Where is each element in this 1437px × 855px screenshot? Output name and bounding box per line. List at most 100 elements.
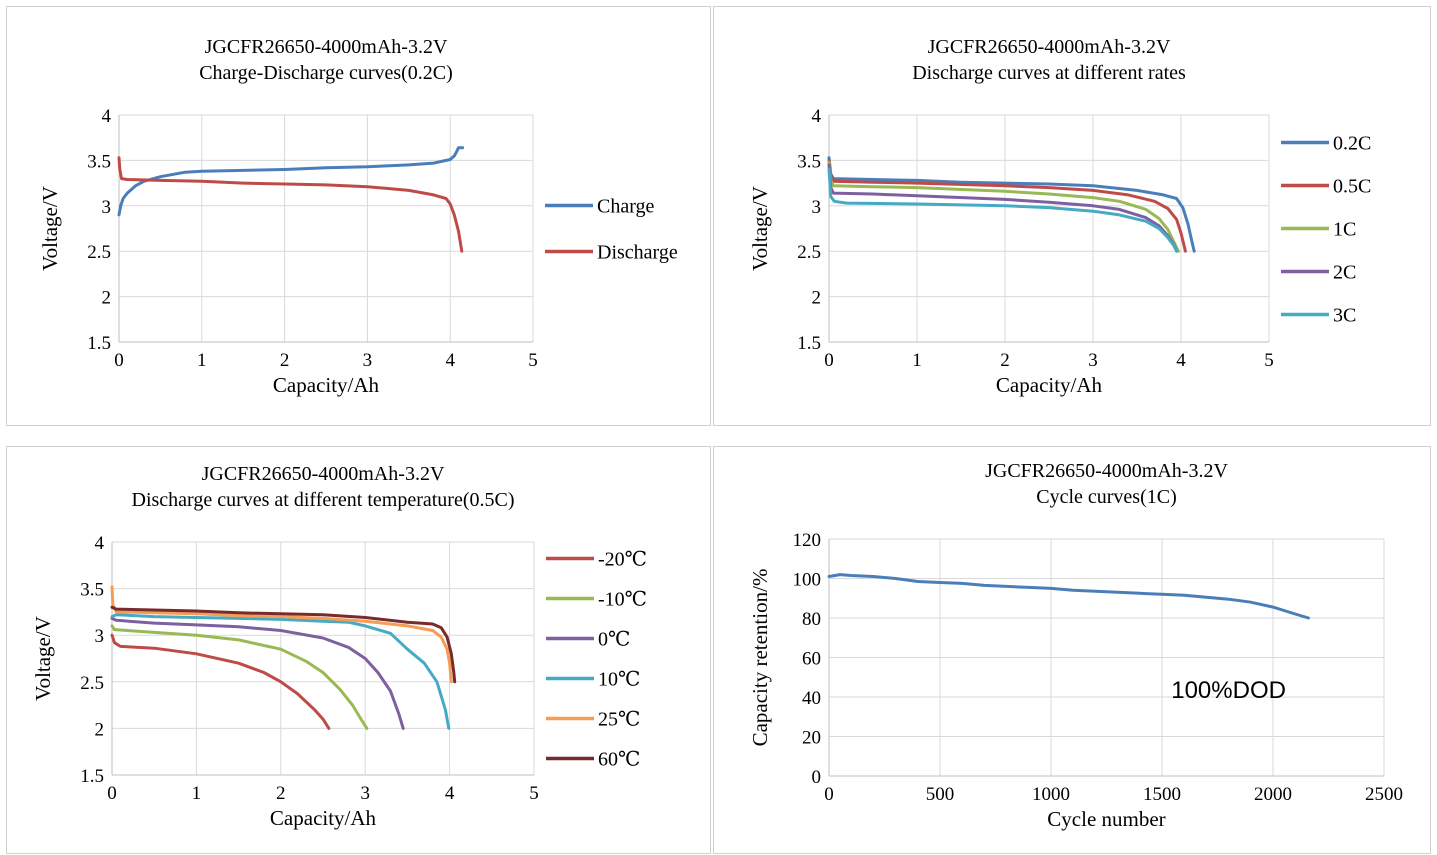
legend-label: Charge xyxy=(597,196,655,218)
gridlines xyxy=(828,538,1385,777)
series-line-4 xyxy=(110,585,453,684)
chart-panel-discharge-temperature: JGCFR26650-4000mAh-3.2V Discharge curves … xyxy=(6,446,711,854)
chart-panel-cycle: JGCFR26650-4000mAh-3.2V Cycle curves(1C) 0… xyxy=(713,446,1431,854)
series-line-0 xyxy=(827,573,1310,620)
y-tick-label: 3 xyxy=(95,626,105,647)
x-tick-label: 2 xyxy=(280,350,290,371)
y-tick-label: 2 xyxy=(812,288,822,309)
series-line-3 xyxy=(110,613,451,730)
x-tick-label: 3 xyxy=(1088,350,1098,371)
series-line-3 xyxy=(827,163,1179,253)
chart-svg-discharge-temperature: JGCFR26650-4000mAh-3.2V Discharge curves … xyxy=(31,463,647,830)
series-line-2 xyxy=(827,160,1180,253)
y-axis-label: Voltage/V xyxy=(38,186,62,271)
y-tick-label: 1.5 xyxy=(80,766,104,787)
series-line-2 xyxy=(110,616,405,730)
y-tick-label: 20 xyxy=(802,728,821,749)
y-tick-label: 120 xyxy=(793,530,822,551)
y-tick-label: 80 xyxy=(802,609,821,630)
x-tick-label: 2500 xyxy=(1365,784,1403,805)
legend-label: 0℃ xyxy=(598,629,630,651)
y-tick-label: 1.5 xyxy=(797,333,821,354)
chart-title: JGCFR26650-4000mAh-3.2V xyxy=(205,36,448,58)
x-tick-label: 4 xyxy=(445,783,455,804)
y-tick-label: 2 xyxy=(95,719,105,740)
legend-label: -10℃ xyxy=(598,589,647,611)
x-tick-label: 2 xyxy=(1000,350,1010,371)
y-tick-label: 3 xyxy=(812,197,822,218)
x-tick-label: 1 xyxy=(912,350,922,371)
chart-svg-discharge-rates: JGCFR26650-4000mAh-3.2V Discharge curves … xyxy=(748,36,1371,397)
x-tick-label: 1000 xyxy=(1032,784,1070,805)
series-line-0 xyxy=(117,146,465,217)
y-axis-label: Capacity retention/% xyxy=(748,569,772,747)
x-axis-label: Capacity/Ah xyxy=(273,373,380,397)
series-line-1 xyxy=(827,158,1187,253)
x-tick-label: 0 xyxy=(824,784,834,805)
y-tick-label: 4 xyxy=(102,106,112,127)
x-tick-label: 5 xyxy=(1264,350,1274,371)
y-tick-label: 3.5 xyxy=(87,151,111,172)
series-line-1 xyxy=(117,156,464,253)
legend-label: 1C xyxy=(1333,219,1356,241)
x-tick-label: 4 xyxy=(445,350,455,371)
series-line-4 xyxy=(827,168,1179,253)
legend-label: 60℃ xyxy=(598,749,640,771)
y-tick-label: 2 xyxy=(102,288,112,309)
chart-subtitle: Discharge curves at different rates xyxy=(912,62,1186,84)
x-tick-label: 1 xyxy=(197,350,207,371)
series-line-0 xyxy=(827,156,1196,253)
series-line-1 xyxy=(110,624,369,730)
y-tick-label: 60 xyxy=(802,649,821,670)
x-tick-label: 3 xyxy=(360,783,370,804)
y-axis-label: Voltage/V xyxy=(748,186,772,271)
legend-label: 0.2C xyxy=(1333,133,1371,155)
x-tick-label: 5 xyxy=(529,783,539,804)
chart-subtitle: Cycle curves(1C) xyxy=(1036,486,1177,508)
chart-title: JGCFR26650-4000mAh-3.2V xyxy=(985,460,1228,482)
series-line-5 xyxy=(110,605,457,684)
legend-label: Discharge xyxy=(597,242,678,264)
y-tick-label: 3.5 xyxy=(797,151,821,172)
y-tick-label: 100 xyxy=(793,570,822,591)
gridlines xyxy=(828,114,1270,343)
gridlines xyxy=(111,541,535,776)
x-tick-label: 3 xyxy=(363,350,373,371)
y-tick-label: 2.5 xyxy=(80,673,104,694)
series-line-0 xyxy=(110,633,331,730)
x-tick-label: 0 xyxy=(114,350,124,371)
x-tick-label: 4 xyxy=(1176,350,1186,371)
x-tick-label: 1500 xyxy=(1143,784,1181,805)
x-tick-label: 2000 xyxy=(1254,784,1292,805)
y-tick-label: 4 xyxy=(812,106,822,127)
chart-panel-discharge-rates: JGCFR26650-4000mAh-3.2V Discharge curves … xyxy=(713,6,1431,426)
chart-panel-charge-discharge: JGCFR26650-4000mAh-3.2V Charge-Discharge … xyxy=(6,6,711,426)
legend-label: 25℃ xyxy=(598,709,640,731)
y-tick-label: 0 xyxy=(812,767,822,788)
chart-subtitle: Discharge curves at different temperatur… xyxy=(132,489,515,511)
x-tick-label: 0 xyxy=(824,350,834,371)
x-axis-label: Cycle number xyxy=(1047,807,1165,831)
x-tick-label: 0 xyxy=(107,783,117,804)
chart-svg-charge-discharge: JGCFR26650-4000mAh-3.2V Charge-Discharge … xyxy=(38,36,678,397)
y-tick-label: 2.5 xyxy=(87,242,111,263)
chart-svg-cycle: JGCFR26650-4000mAh-3.2V Cycle curves(1C) 0… xyxy=(748,460,1403,831)
y-tick-label: 3.5 xyxy=(80,580,104,601)
x-tick-label: 2 xyxy=(276,783,286,804)
y-tick-label: 40 xyxy=(802,688,821,709)
legend-label: 3C xyxy=(1333,305,1356,327)
y-tick-label: 4 xyxy=(95,533,105,554)
legend-label: 2C xyxy=(1333,262,1356,284)
x-tick-label: 1 xyxy=(192,783,202,804)
chart-subtitle: Charge-Discharge curves(0.2C) xyxy=(199,62,453,84)
legend-label: -20℃ xyxy=(598,549,647,571)
chart-title: JGCFR26650-4000mAh-3.2V xyxy=(928,36,1171,58)
legend-label: 0.5C xyxy=(1333,176,1371,198)
y-tick-label: 2.5 xyxy=(797,242,821,263)
gridlines xyxy=(118,114,534,343)
chart-title: JGCFR26650-4000mAh-3.2V xyxy=(202,463,445,485)
x-tick-label: 5 xyxy=(528,350,538,371)
legend-label: 10℃ xyxy=(598,669,640,691)
x-axis-label: Capacity/Ah xyxy=(996,373,1103,397)
y-tick-label: 1.5 xyxy=(87,333,111,354)
